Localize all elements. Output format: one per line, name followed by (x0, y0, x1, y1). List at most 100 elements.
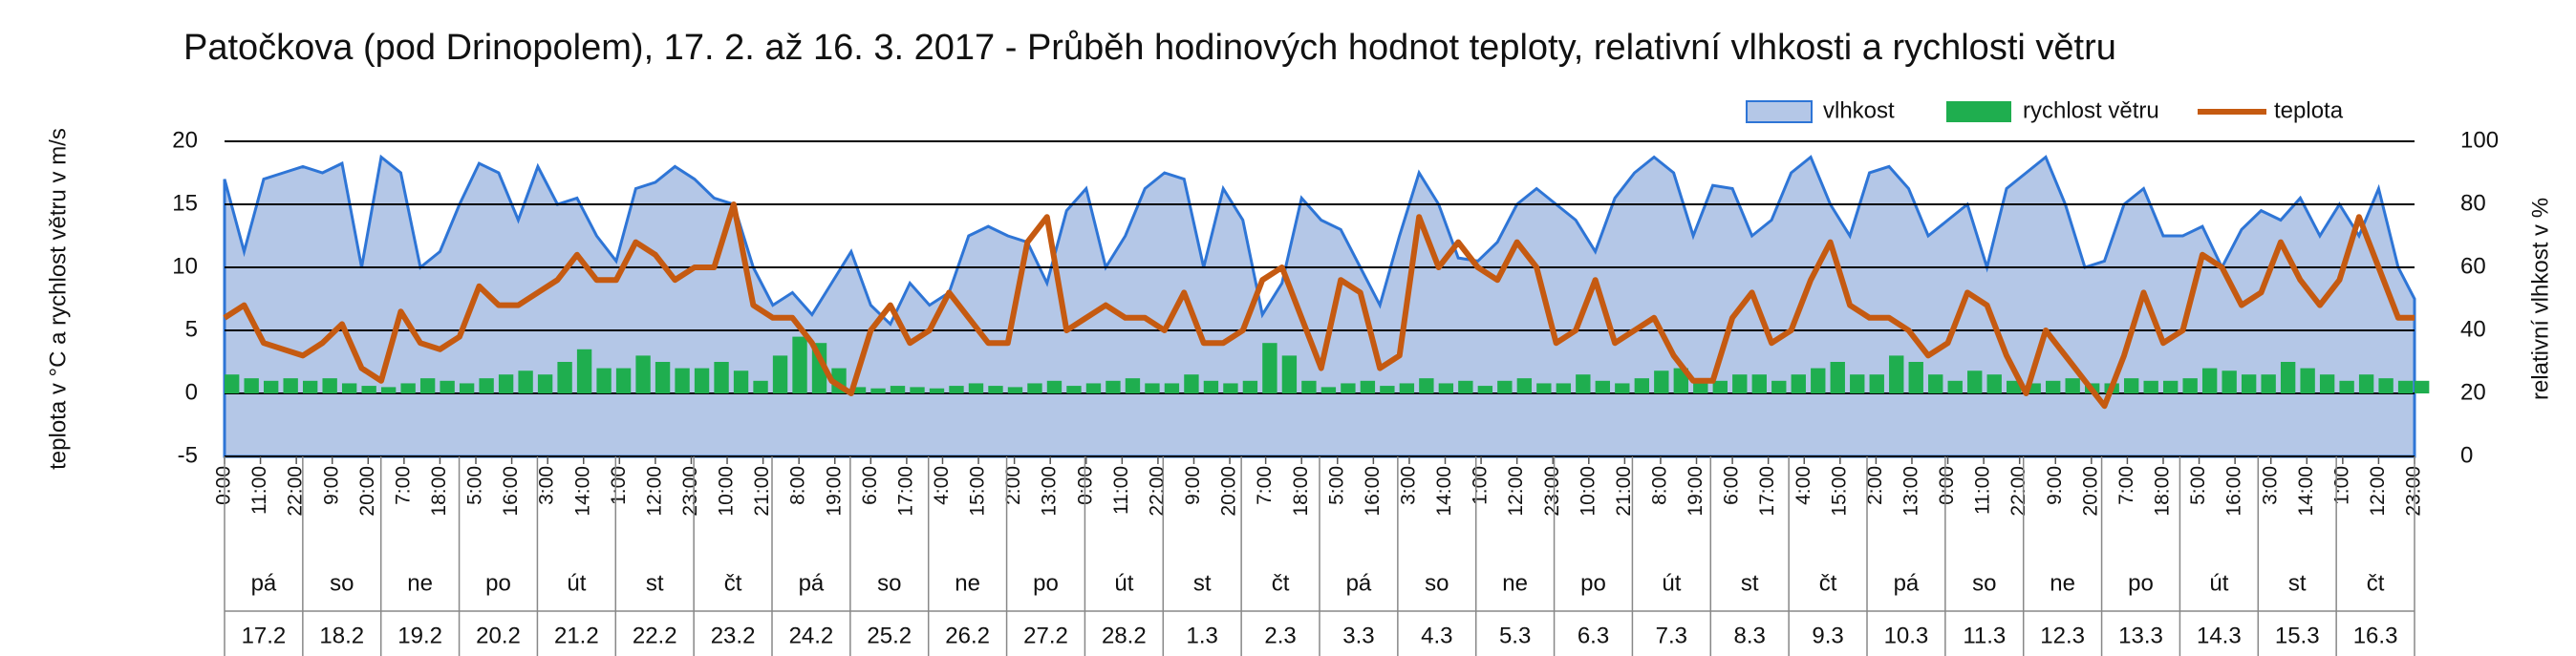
humidity-area (223, 154, 2416, 458)
wind-bar (283, 378, 298, 393)
wind-bar (615, 368, 632, 393)
date-label: 19.2 (397, 623, 442, 648)
wind-bar (1027, 383, 1042, 393)
date-label: 16.3 (2353, 623, 2398, 648)
weekday-label: st (1741, 570, 1759, 596)
date-label: 22.2 (633, 623, 677, 648)
weekday-label: út (1114, 570, 1133, 596)
weekday-label: po (485, 570, 511, 596)
x-tick-label: 21:00 (1613, 466, 1635, 517)
weekday-label: po (1580, 570, 1606, 596)
y-tick-label: 15 (172, 190, 198, 216)
wind-bar (792, 336, 807, 393)
wind-bar (2201, 368, 2218, 393)
wind-bar (419, 378, 436, 393)
wind-bar (1458, 380, 1473, 393)
legend-swatch (1946, 101, 2011, 122)
x-tick-label: 5:00 (464, 466, 486, 505)
x-tick-label: 0:00 (1936, 466, 1958, 505)
x-tick-label: 9:00 (1182, 466, 1204, 505)
weekday-label: út (1662, 570, 1681, 596)
wind-bar (2358, 374, 2374, 393)
wind-bar (1928, 374, 1943, 393)
wind-bar (1419, 378, 1434, 393)
weekday-label: čt (1272, 570, 1290, 596)
wind-bar (753, 380, 768, 393)
wind-bar (850, 387, 867, 393)
wind-bar (2378, 378, 2394, 393)
wind-bar (2182, 378, 2198, 393)
date-label: 1.3 (1187, 623, 1218, 648)
x-tick-label: 23:00 (679, 466, 701, 517)
y2-tick-label: 20 (2460, 379, 2486, 405)
wind-bar (1967, 370, 1983, 393)
date-label: 20.2 (476, 623, 521, 648)
wind-bar (302, 380, 318, 393)
x-tick-label: 13:00 (1900, 466, 1922, 517)
x-tick-label: 18:00 (1290, 466, 1312, 517)
weekday-label: pá (1346, 570, 1372, 596)
wind-bar (322, 378, 337, 393)
wind-bar (1184, 374, 1199, 393)
y2-tick-label: 80 (2460, 190, 2486, 216)
wind-bar (1477, 386, 1493, 393)
y2-tick-label: 0 (2460, 442, 2473, 468)
weekday-label: st (646, 570, 664, 596)
x-tick-label: 6:00 (1721, 466, 1743, 505)
wind-bar (2026, 383, 2041, 393)
date-label: 25.2 (867, 623, 912, 648)
wind-bar (772, 355, 788, 393)
weekday-label: ne (1502, 570, 1528, 596)
x-tick-label: 16:00 (500, 466, 522, 517)
temperature-line (223, 201, 2415, 410)
x-tick-label: 15:00 (967, 466, 989, 517)
wind-bar (1908, 362, 1923, 393)
x-tick-label: 8:00 (787, 466, 809, 505)
x-tick-label: 7:00 (392, 466, 414, 505)
wind-bar (1360, 380, 1376, 393)
x-tick-label: 2:00 (1002, 466, 1024, 505)
wind-bar (929, 388, 945, 393)
wind-bar (440, 380, 455, 393)
date-label: 6.3 (1578, 623, 1609, 648)
date-label: 21.2 (554, 623, 599, 648)
weekday-label: so (1972, 570, 1996, 596)
x-tick-label: 18:00 (2152, 466, 2174, 517)
x-tick-label: 11:00 (1972, 466, 1994, 515)
x-tick-label: 14:00 (2295, 466, 2317, 517)
legend-label: rychlost větru (2023, 97, 2159, 123)
wind-bar (1615, 383, 1630, 393)
x-tick-label: 14:00 (571, 466, 593, 517)
legend-label: vlhkost (1823, 97, 1895, 123)
wind-bar (2319, 374, 2335, 393)
wind-bar (1673, 368, 1688, 393)
x-tick-label: 7:00 (1254, 466, 1276, 505)
wind-bar (1497, 380, 1513, 393)
wind-bar (2065, 378, 2080, 393)
x-tick-label: 22:00 (285, 466, 307, 517)
x-tick-label: 18:00 (428, 466, 450, 517)
wind-bar (1145, 383, 1160, 393)
x-tick-label: 4:00 (931, 466, 953, 505)
weekday-label: pá (251, 570, 277, 596)
weekday-label: so (877, 570, 901, 596)
weekday-label: po (1033, 570, 1059, 596)
weekday-label: ne (407, 570, 433, 596)
x-tick-label: 10:00 (716, 466, 738, 517)
wind-bar (968, 383, 984, 393)
weekday-label: so (1425, 570, 1449, 596)
date-label: 8.3 (1734, 623, 1766, 648)
weekday-label: ne (955, 570, 980, 596)
wind-bar (518, 370, 533, 393)
wind-bar (1889, 355, 1904, 393)
y-tick-label: 10 (172, 253, 198, 279)
x-tick-label: 17:00 (1756, 466, 1778, 517)
wind-bar (1399, 383, 1415, 393)
weekday-label: út (567, 570, 586, 596)
wind-bar (1712, 380, 1728, 393)
wind-bar (361, 386, 376, 393)
x-tick-label: 3:00 (1397, 466, 1419, 505)
x-tick-label: 20:00 (356, 466, 378, 517)
x-tick-label: 1:00 (1470, 466, 1492, 505)
